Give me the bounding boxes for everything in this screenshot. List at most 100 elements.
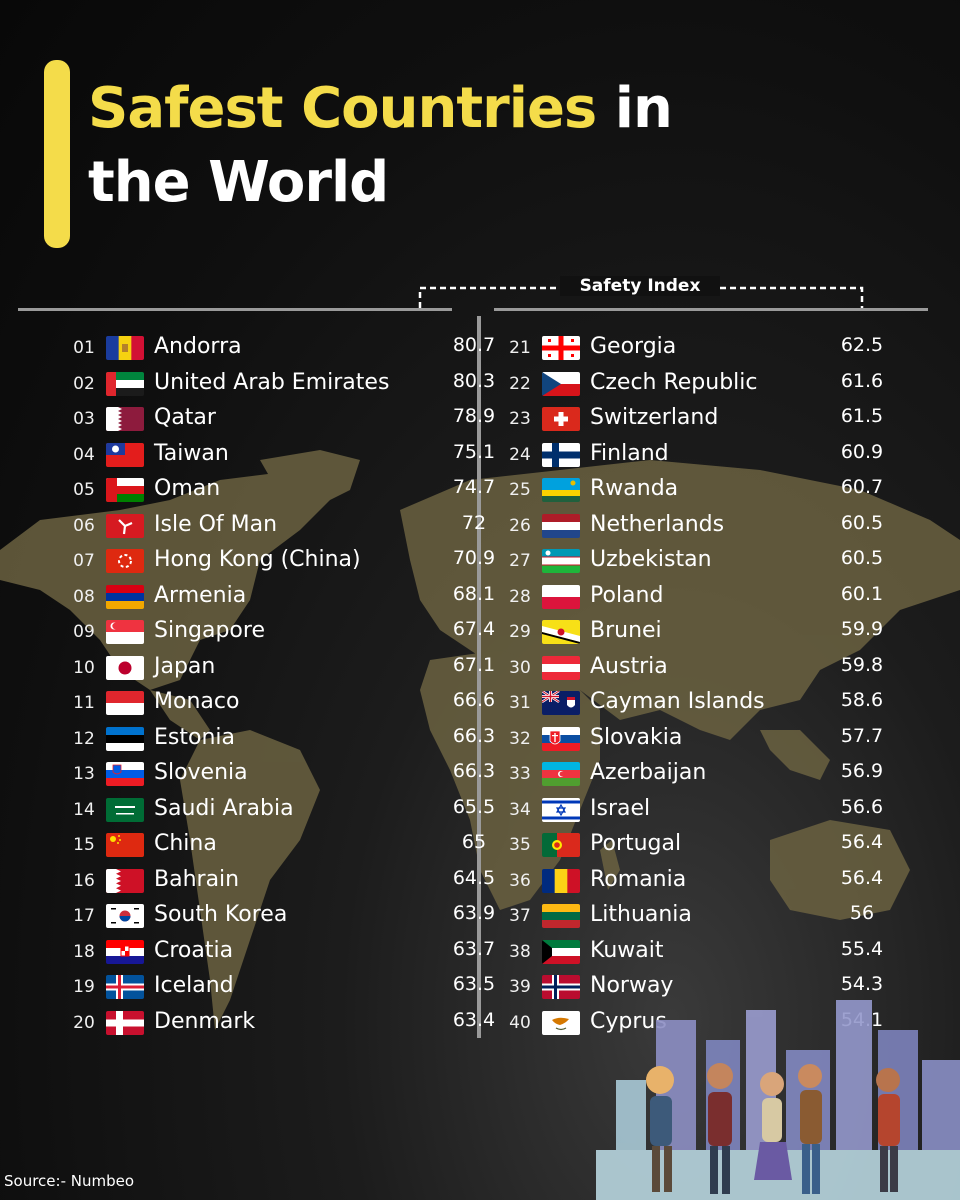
safety-index-value: 54.3 — [840, 973, 884, 995]
table-row: 38 Kuwait 55.4 — [500, 934, 892, 970]
table-row: 06 Isle Of Man 72 — [64, 508, 504, 544]
rank-label: 18 — [73, 941, 95, 962]
iceland-flag-icon — [106, 975, 144, 999]
table-row: 15 China 65 — [64, 827, 504, 863]
andorra-flag-icon — [106, 336, 144, 360]
country-name: Norway — [590, 973, 674, 998]
rank-label: 10 — [73, 657, 95, 678]
country-name: Czech Republic — [590, 369, 758, 395]
country-name: Andorra — [154, 334, 242, 359]
uae-flag-icon — [106, 371, 144, 396]
country-name: Bahrain — [154, 866, 240, 892]
table-row: 09 Singapore 67.4 — [64, 614, 504, 650]
safety-index-value: 66.6 — [452, 689, 496, 711]
table-row: 10 Japan 67.1 — [64, 650, 504, 686]
safety-index-value: 60.1 — [840, 582, 884, 605]
country-name: Qatar — [154, 405, 216, 430]
page-title: Safest Countries in the World — [88, 72, 673, 220]
country-name: Kuwait — [590, 937, 664, 963]
table-row: 08 Armenia 68.1 — [64, 579, 504, 615]
safety-index-value: 60.5 — [840, 547, 884, 569]
country-name: Azerbaijan — [590, 760, 707, 785]
safety-index-value: 61.5 — [840, 405, 884, 427]
safety-index-value: 63.7 — [452, 937, 496, 960]
table-row: 36 Romania 56.4 — [500, 863, 892, 899]
rank-label: 29 — [509, 622, 531, 642]
table-row: 18 Croatia 63.7 — [64, 934, 504, 970]
safety-index-value: 67.1 — [452, 653, 496, 676]
country-name: Iceland — [154, 973, 234, 998]
table-row: 37 Lithuania 56 — [500, 898, 892, 934]
country-name: China — [154, 831, 217, 856]
armenia-flag-icon — [106, 584, 144, 609]
safety-index-value: 80.7 — [452, 334, 496, 356]
table-row: 32 Slovakia 57.7 — [500, 721, 892, 757]
safety-index-value: 65 — [461, 831, 487, 853]
country-name: Denmark — [154, 1008, 256, 1034]
safety-index-value: 68.1 — [452, 582, 496, 605]
cyprus-flag-icon — [542, 1010, 580, 1035]
safety-index-value: 61.6 — [840, 369, 884, 392]
switzerland-flag-icon — [542, 407, 580, 431]
safety-index-value: 62.5 — [840, 334, 884, 356]
rank-label: 03 — [73, 409, 95, 429]
table-row: 21 Georgia 62.5 — [500, 330, 892, 366]
brunei-flag-icon — [542, 620, 580, 644]
table-row: 24 Finland 60.9 — [500, 437, 892, 473]
country-name: Brunei — [590, 618, 662, 643]
country-name: Taiwan — [154, 440, 229, 466]
portugal-flag-icon — [542, 833, 580, 857]
country-name: Austria — [590, 653, 668, 679]
safety-index-value: 57.7 — [840, 724, 884, 747]
rank-label: 13 — [73, 764, 95, 784]
country-name: United Arab Emirates — [154, 369, 390, 395]
rwanda-flag-icon — [542, 478, 580, 502]
rank-label: 24 — [509, 444, 531, 465]
column-separator — [477, 316, 481, 1038]
israel-flag-icon — [542, 797, 580, 822]
estonia-flag-icon — [106, 726, 144, 751]
rank-label: 36 — [509, 870, 531, 891]
lithuania-flag-icon — [542, 904, 580, 928]
rank-label: 17 — [73, 906, 95, 926]
table-row: 07 Hong Kong (China) 70.9 — [64, 543, 504, 579]
safety-index-value: 65.5 — [452, 795, 496, 818]
country-name: Estonia — [154, 724, 235, 750]
table-row: 22 Czech Republic 61.6 — [500, 366, 892, 402]
rank-label: 16 — [73, 870, 95, 891]
safety-index-value: 56.9 — [840, 760, 884, 782]
country-name: Monaco — [154, 689, 240, 714]
slovakia-flag-icon — [542, 726, 580, 751]
country-name: Rwanda — [590, 476, 679, 501]
safety-index-value: 56.4 — [840, 866, 884, 889]
country-name: Japan — [154, 653, 216, 679]
table-row: 16 Bahrain 64.5 — [64, 863, 504, 899]
country-name: Cyprus — [590, 1008, 667, 1034]
column-label: Safety Index — [560, 276, 720, 296]
safety-index-value: 80.3 — [452, 369, 496, 392]
country-name: Lithuania — [590, 902, 692, 927]
rank-label: 35 — [509, 835, 531, 855]
rank-label: 37 — [509, 906, 531, 926]
country-name: Israel — [590, 795, 651, 821]
rank-label: 08 — [73, 586, 95, 607]
title-highlight: Safest Countries — [88, 76, 597, 141]
country-name: Armenia — [154, 582, 247, 608]
hong-kong-flag-icon — [106, 549, 144, 573]
cayman-islands-flag-icon — [542, 691, 580, 715]
city-walkers-illustration — [596, 1000, 960, 1200]
bahrain-flag-icon — [106, 868, 144, 893]
table-row: 29 Brunei 59.9 — [500, 614, 892, 650]
taiwan-flag-icon — [106, 442, 144, 467]
safety-index-value: 59.8 — [840, 653, 884, 676]
table-row: 17 South Korea 63.9 — [64, 898, 504, 934]
table-row: 33 Azerbaijan 56.9 — [500, 756, 892, 792]
netherlands-flag-icon — [542, 513, 580, 538]
rank-label: 07 — [73, 551, 95, 571]
title-rest-line-2: the World — [88, 150, 389, 215]
table-row: 26 Netherlands 60.5 — [500, 508, 892, 544]
safety-index-value: 75.1 — [452, 440, 496, 463]
rank-label: 22 — [509, 373, 531, 394]
country-name: Hong Kong (China) — [154, 547, 361, 572]
rank-label: 33 — [509, 764, 531, 784]
